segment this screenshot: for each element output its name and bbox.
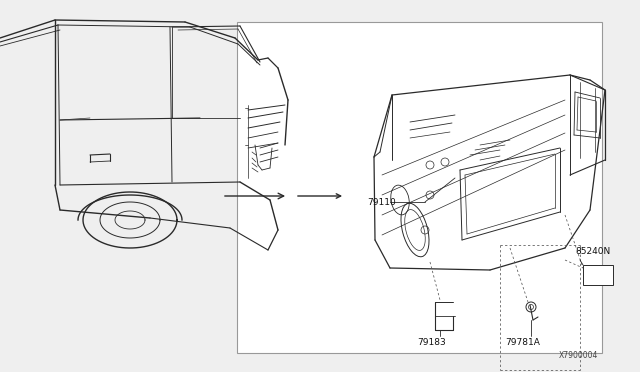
Text: X7900004: X7900004 <box>559 350 598 359</box>
Text: 79781A: 79781A <box>506 338 540 347</box>
Text: 79110: 79110 <box>367 198 396 206</box>
Bar <box>237 22 602 353</box>
Bar <box>583 265 613 285</box>
Text: 85240N: 85240N <box>575 247 611 256</box>
Text: 79183: 79183 <box>418 338 446 347</box>
